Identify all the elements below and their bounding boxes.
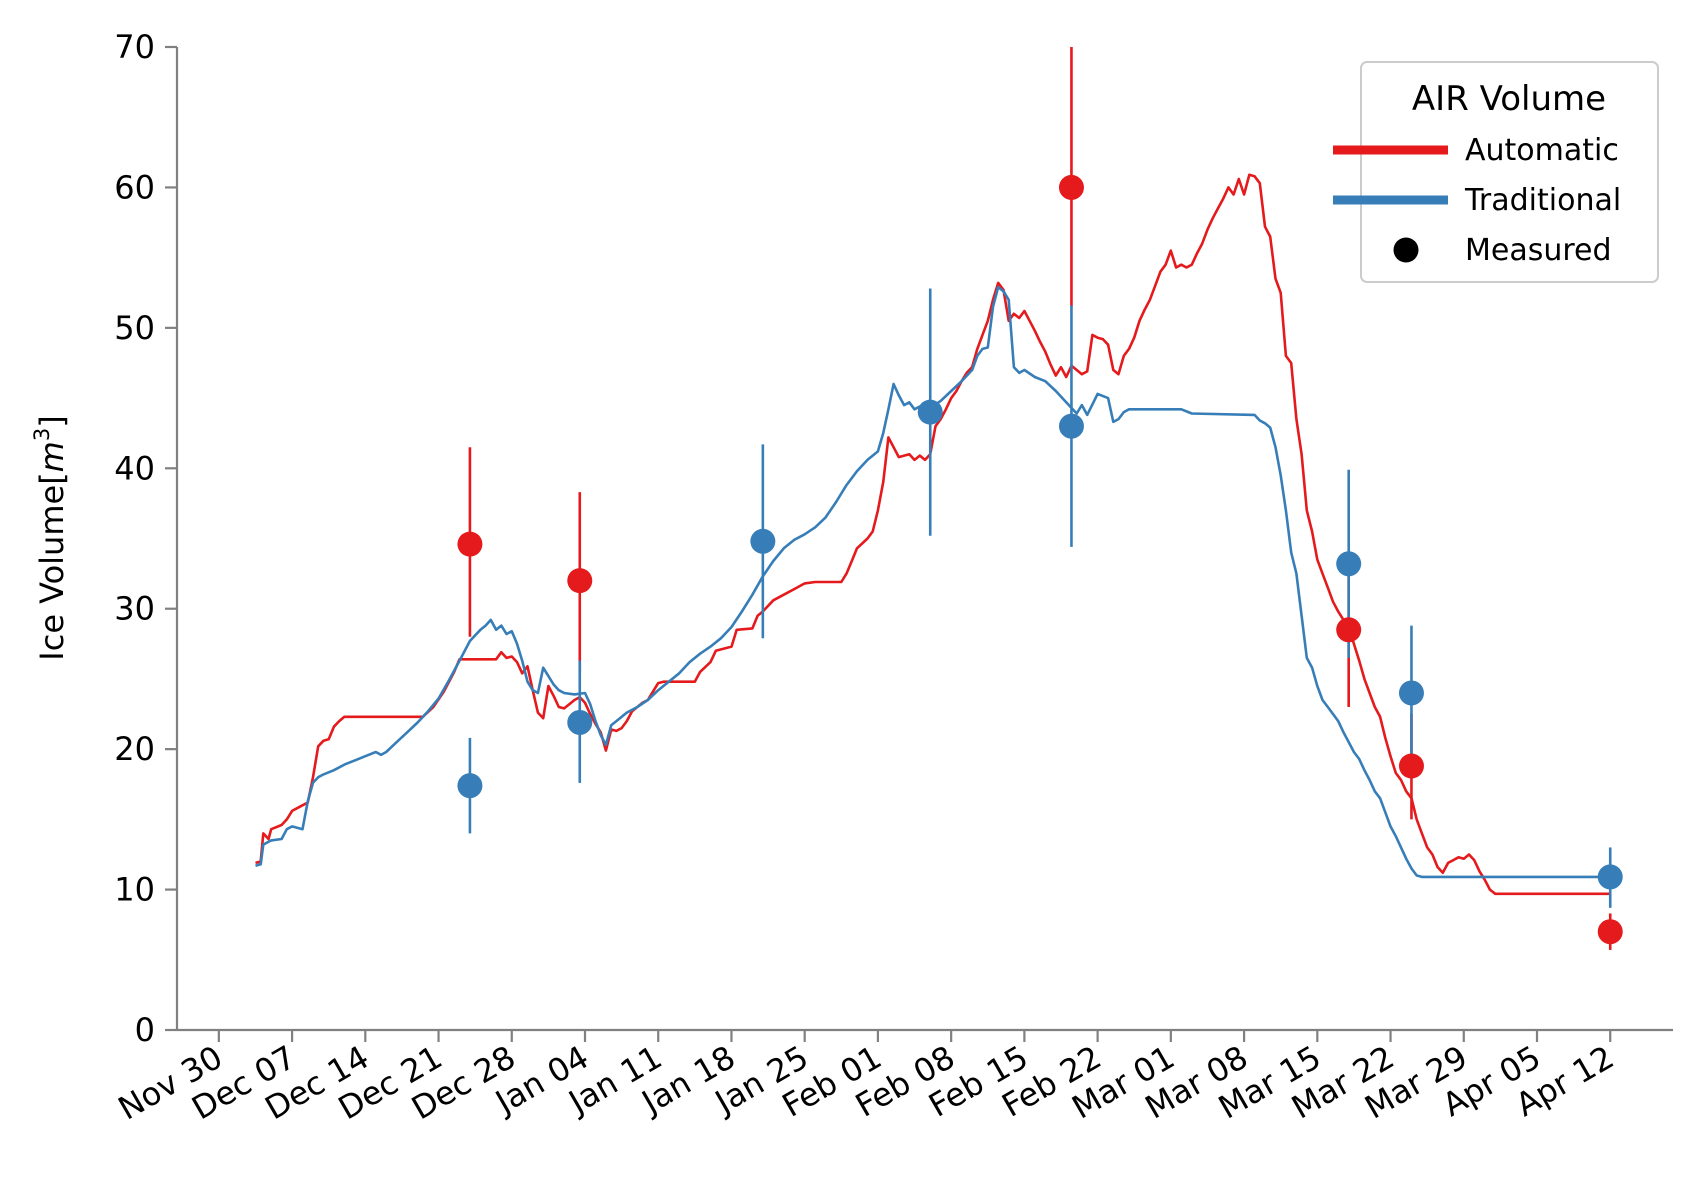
y-tick-label: 10 bbox=[114, 871, 155, 909]
y-axis-label: Ice Volume[m3] bbox=[30, 415, 71, 660]
series-line-automatic bbox=[255, 173, 1611, 896]
measured-point-traditional bbox=[567, 709, 593, 735]
y-tick-label: 0 bbox=[135, 1011, 155, 1049]
legend-label-measured: Measured bbox=[1465, 233, 1612, 268]
legend: AIR Volume Automatic Traditional Measured bbox=[1333, 61, 1659, 283]
measured-points bbox=[457, 47, 1623, 950]
legend-label-automatic: Automatic bbox=[1465, 133, 1619, 168]
y-axis-label-suffix: ] bbox=[33, 415, 71, 427]
y-tick-label: 50 bbox=[114, 309, 155, 347]
measured-point-traditional bbox=[1398, 680, 1424, 706]
measured-point-traditional bbox=[750, 528, 776, 554]
measured-point-automatic bbox=[457, 531, 483, 557]
legend-swatch-measured bbox=[1393, 237, 1419, 263]
measured-point-automatic bbox=[1597, 919, 1623, 945]
svg-text:Ice Volume[m3]: Ice Volume[m3] bbox=[30, 415, 71, 660]
measured-point-automatic bbox=[1336, 617, 1362, 643]
series-lines bbox=[255, 173, 1611, 896]
y-axis-label-prefix: Ice Volume[ bbox=[33, 472, 71, 660]
legend-title: AIR Volume bbox=[1412, 79, 1606, 119]
y-axis-label-unit: m bbox=[33, 441, 71, 472]
measured-point-traditional bbox=[1336, 551, 1362, 577]
series-line-traditional bbox=[255, 285, 1611, 879]
measured-point-automatic bbox=[567, 568, 593, 594]
legend-label-traditional: Traditional bbox=[1464, 183, 1621, 218]
measured-point-automatic bbox=[1058, 174, 1084, 200]
legend-items: Automatic Traditional Measured bbox=[1333, 133, 1621, 268]
measured-point-traditional bbox=[1058, 413, 1084, 439]
measured-point-traditional bbox=[917, 399, 943, 425]
y-tick-label: 70 bbox=[114, 28, 155, 66]
y-tick-label: 30 bbox=[114, 590, 155, 628]
measured-point-automatic bbox=[1398, 753, 1424, 779]
y-tick-label: 20 bbox=[114, 730, 155, 768]
y-tick-label: 40 bbox=[114, 449, 155, 487]
measured-point-traditional bbox=[457, 773, 483, 799]
y-tick-label: 60 bbox=[114, 168, 155, 206]
legend-frame bbox=[1360, 61, 1659, 283]
measured-point-traditional bbox=[1597, 864, 1623, 890]
y-axis-label-exponent: 3 bbox=[30, 428, 54, 441]
